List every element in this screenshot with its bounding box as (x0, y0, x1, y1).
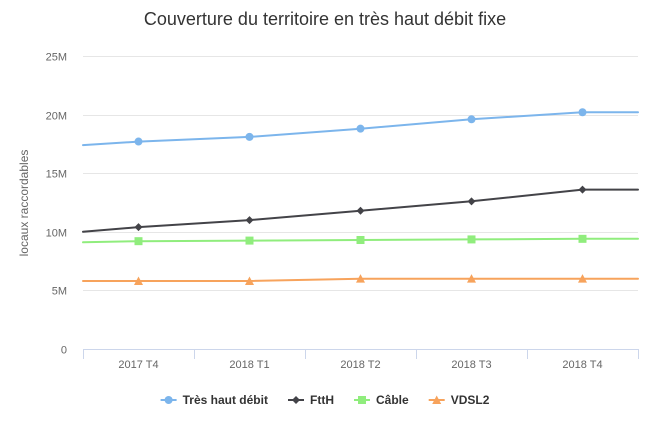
y-tick-label: 10M (46, 228, 67, 240)
data-point (467, 235, 476, 244)
series-group (82, 108, 639, 286)
data-point (356, 124, 365, 133)
series-3 (82, 274, 639, 286)
legend-label: Câble (376, 393, 409, 407)
data-point (356, 274, 365, 283)
y-tick-label: 5M (52, 286, 67, 298)
data-point (467, 197, 476, 206)
legend-marker (164, 396, 173, 404)
data-point (578, 108, 587, 117)
x-tick-label: 2018 T4 (562, 359, 602, 371)
series-2 (82, 234, 639, 246)
legend-label: VDSL2 (451, 393, 490, 407)
x-axis: 2017 T4 2018 T1 2018 T2 2018 T3 2018 T4 (83, 349, 639, 371)
data-point (578, 274, 587, 283)
data-point (467, 274, 476, 283)
y-tick-label: 0 (61, 345, 67, 357)
data-point (245, 216, 254, 225)
y-tick-label: 20M (46, 111, 67, 123)
legend-marker (292, 396, 300, 404)
x-tick-label: 2018 T2 (340, 359, 380, 371)
y-axis-label: locaux raccordables (17, 150, 31, 257)
legend-item[interactable]: Très haut débit (160, 393, 268, 407)
data-point (578, 234, 587, 243)
data-point (356, 206, 365, 215)
data-point (134, 137, 143, 146)
data-point (356, 236, 365, 245)
data-point (134, 237, 143, 246)
legend-marker (358, 396, 366, 404)
x-tick-label: 2017 T4 (118, 359, 158, 371)
series-1 (82, 185, 639, 233)
legend-label: Très haut débit (183, 393, 268, 407)
data-point (467, 115, 476, 124)
data-point (578, 185, 587, 194)
legend-item[interactable]: FttH (288, 393, 334, 407)
data-point (134, 276, 143, 286)
legend-label: FttH (310, 393, 334, 407)
series-0 (82, 108, 639, 147)
y-tick-label: 25M (46, 52, 67, 64)
data-point (245, 276, 254, 286)
y-axis-ticks: 0 5M 10M 15M 20M 25M (46, 52, 67, 357)
y-tick-label: 15M (46, 169, 67, 181)
grid-lines (83, 56, 638, 291)
legend-item[interactable]: VDSL2 (428, 393, 490, 407)
legend[interactable]: Très haut débit FttH Câble VDSL2 (160, 393, 490, 407)
x-tick-label: 2018 T3 (451, 359, 491, 371)
data-point (245, 132, 254, 141)
x-tick-label: 2018 T1 (229, 359, 269, 371)
chart-title: Couverture du territoire en très haut dé… (144, 9, 506, 29)
legend-item[interactable]: Câble (354, 393, 409, 407)
legend-marker (432, 395, 442, 404)
data-point (134, 223, 143, 232)
data-point (245, 236, 254, 245)
